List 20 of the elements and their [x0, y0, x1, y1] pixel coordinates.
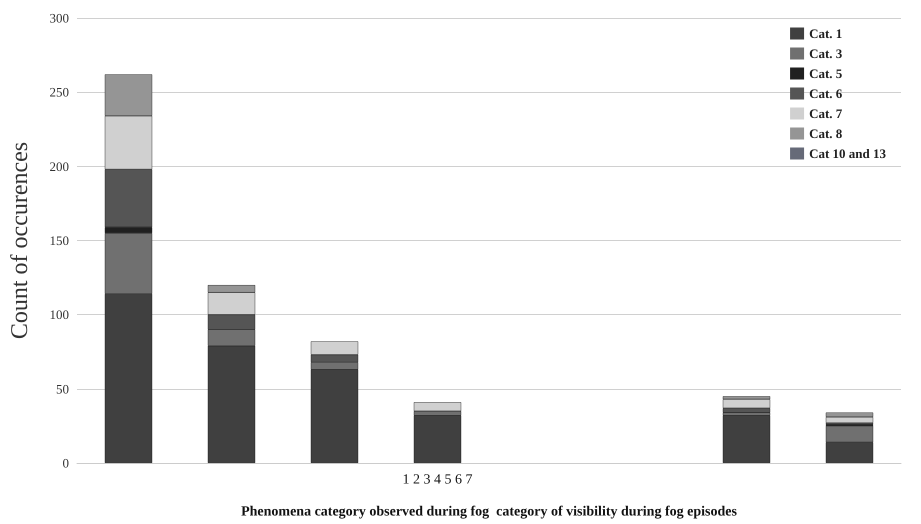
bar — [722, 416, 770, 463]
y-axis-title: Count of occurences — [7, 142, 33, 340]
y-tick-label: 100 — [50, 307, 69, 322]
y-tick-label: 0 — [62, 456, 69, 470]
legend-label: Cat. 1 — [809, 26, 842, 41]
y-tick-label: 300 — [50, 10, 69, 26]
legend-label: Cat 10 and 13 — [809, 146, 886, 161]
y-tick-label: 50 — [56, 381, 69, 396]
legend-label: Cat. 6 — [809, 86, 843, 101]
x-axis-title: Phenomena category observed during fog category of visibility during fog episodes — [241, 504, 738, 520]
bar — [722, 399, 770, 408]
y-tick-label: 150 — [50, 233, 69, 248]
legend-label: Cat. 7 — [809, 106, 843, 121]
y-tick-label: 200 — [50, 158, 69, 174]
text: 1 2 3 4 5 6 7 — [402, 472, 472, 488]
bar — [414, 402, 462, 412]
legend-label: Cat. 5 — [809, 66, 843, 81]
legend-label: Cat. 3 — [809, 46, 843, 61]
legend-label: Cat. 8 — [809, 126, 843, 141]
y-tick-label: 250 — [50, 84, 69, 100]
